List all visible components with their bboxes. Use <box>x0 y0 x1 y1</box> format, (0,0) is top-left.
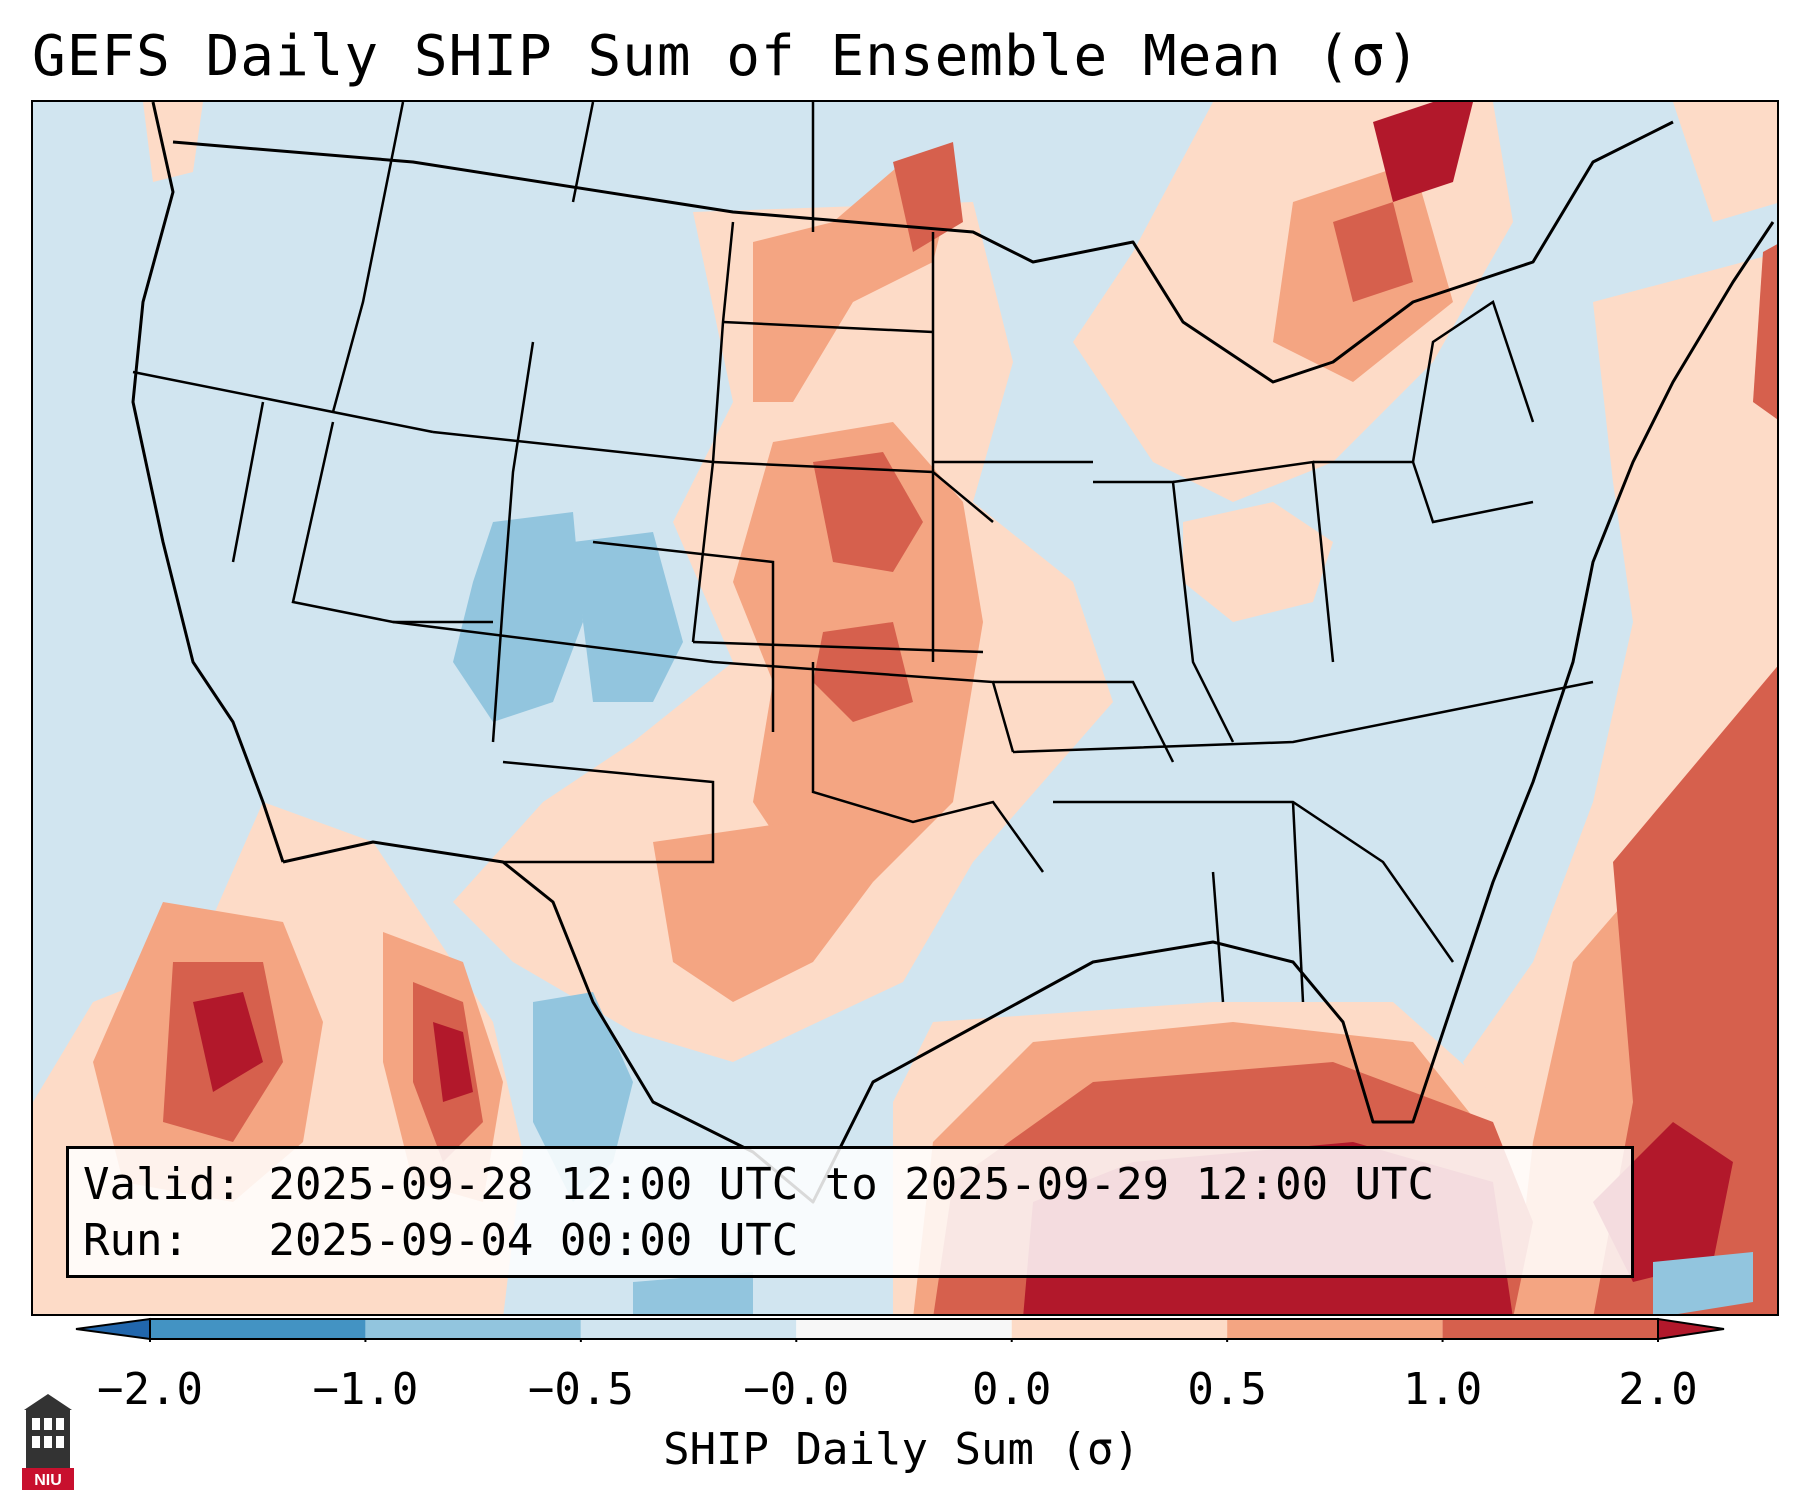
state-border <box>811 662 1045 873</box>
colorbar-label: SHIP Daily Sum (σ) <box>663 1424 1140 1475</box>
state-border <box>502 760 715 864</box>
state-border <box>691 221 735 643</box>
anomaly-region <box>453 512 583 722</box>
state-border <box>331 102 405 413</box>
state-border <box>571 102 595 203</box>
anomaly-region <box>893 142 963 252</box>
colorbar-bin <box>1227 1319 1443 1339</box>
valid-label: Valid: <box>83 1159 242 1210</box>
coastline-gulf-atlantic <box>282 221 1775 1204</box>
run-label: Run: <box>83 1215 189 1266</box>
anomaly-region <box>1673 102 1777 222</box>
state-border <box>1012 680 1594 754</box>
colorbar-extend-low <box>75 1317 151 1341</box>
colorbar-bin <box>580 1319 797 1339</box>
colorbar-tick-label: 0.0 <box>971 1364 1052 1415</box>
state-border <box>592 540 775 732</box>
coastline-west <box>131 102 285 863</box>
colorbar-bin <box>796 1319 1012 1339</box>
colorbar-bin <box>365 1319 581 1339</box>
anomaly-region <box>1333 202 1413 302</box>
anomaly-region <box>1593 666 1777 1314</box>
colorbar-tick-label: 2.0 <box>1618 1364 1698 1415</box>
state-border <box>491 341 535 743</box>
anomaly-region <box>1653 1252 1753 1314</box>
state-border <box>993 680 1175 763</box>
colorbar-tick-label: 0.5 <box>1187 1364 1267 1415</box>
colorbar-tick-label: −1.0 <box>312 1364 419 1415</box>
colorbar-tick-label: −0.5 <box>527 1364 634 1415</box>
page-title: GEFS Daily SHIP Sum of Ensemble Mean (σ) <box>32 24 1421 89</box>
map-panel[interactable] <box>31 100 1779 1316</box>
anomaly-region <box>753 162 953 402</box>
colorbar-tick-label: −0.0 <box>743 1364 850 1415</box>
anomaly-region <box>653 822 873 1002</box>
border-canada <box>172 120 1674 384</box>
colorbar-bin <box>1011 1319 1228 1339</box>
university-building-icon <box>22 1394 74 1490</box>
state-border <box>231 401 265 563</box>
colorbar-bin <box>1442 1319 1658 1339</box>
anomaly-region <box>1753 244 1777 420</box>
colorbar-tick-label: 1.0 <box>1402 1364 1483 1415</box>
state-border <box>1313 460 1534 524</box>
state-border <box>1291 801 1305 1003</box>
run-value: 2025-09-04 00:00 UTC <box>268 1215 799 1266</box>
anomaly-region <box>573 532 683 702</box>
state-border <box>692 640 984 654</box>
anomaly-region <box>813 452 923 572</box>
anomaly-region <box>633 1272 753 1314</box>
colorbar-extend-high <box>1657 1317 1725 1341</box>
state-border <box>722 320 934 334</box>
state-border <box>1211 871 1225 1003</box>
colorbar <box>75 1317 1725 1342</box>
state-borders <box>132 102 1594 1003</box>
us-outline <box>131 102 1775 1204</box>
anomaly-region <box>433 1022 473 1102</box>
anomaly-region <box>193 992 263 1092</box>
anomaly-region <box>1183 502 1333 622</box>
state-border <box>1053 800 1455 963</box>
state-border <box>291 421 493 624</box>
colorbar-frame <box>149 1318 1659 1340</box>
state-border <box>1093 480 1235 743</box>
state-border <box>392 620 1015 753</box>
colorbar-tick-label: −2.0 <box>97 1364 203 1415</box>
colorbar-bin <box>150 1319 366 1339</box>
state-border <box>432 430 714 464</box>
state-border <box>1411 300 1535 463</box>
state-border <box>132 370 434 434</box>
logo-text: NIU <box>34 1472 62 1489</box>
valid-value: 2025-09-28 12:00 UTC to 2025-09-29 12:00… <box>268 1159 1435 1210</box>
anomaly-region <box>1373 102 1473 202</box>
valid-run-info-box: Valid: 2025-09-28 12:00 UTC to 2025-09-2… <box>66 1146 1634 1278</box>
map-canvas <box>33 102 1777 1314</box>
